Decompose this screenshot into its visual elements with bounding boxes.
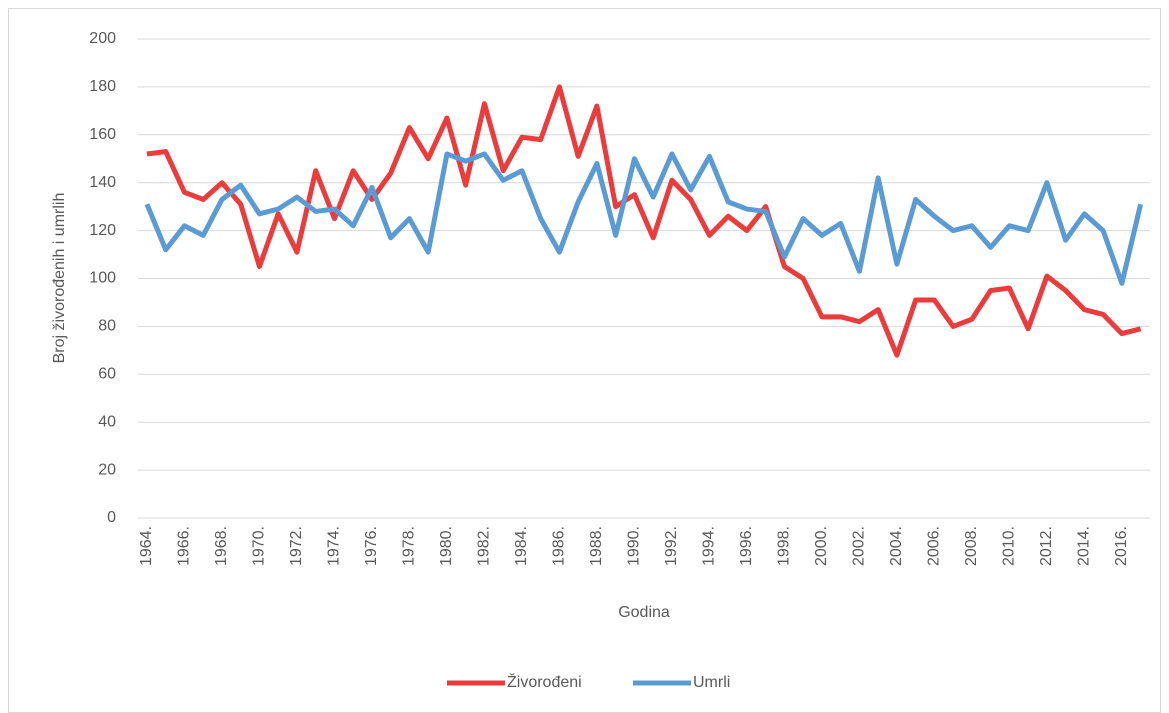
x-tick-label: 2004. — [888, 526, 905, 566]
x-tick-label: 1970. — [251, 526, 268, 566]
x-tick-label: 1996. — [738, 526, 755, 566]
y-tick-label: 80 — [98, 318, 116, 335]
y-tick-label: 20 — [98, 461, 116, 478]
x-tick-label: 1978. — [401, 526, 418, 566]
y-tick-label: 60 — [98, 366, 116, 383]
legend-label: Živorođeni — [507, 672, 582, 691]
y-tick-label: 200 — [89, 30, 116, 47]
series-line — [144, 151, 1144, 286]
x-tick-label: 1964. — [138, 526, 155, 566]
x-tick-label: 1998. — [776, 526, 793, 566]
x-tick-label: 1968. — [213, 526, 230, 566]
x-tick-label: 2012. — [1038, 526, 1055, 566]
x-tick-label: 2016. — [1113, 526, 1130, 566]
x-tick-label: 1972. — [288, 526, 305, 566]
series-line — [146, 84, 1142, 358]
x-tick-label: 1990. — [626, 526, 643, 566]
y-tick-label: 120 — [89, 222, 116, 239]
x-tick-label: 1984. — [513, 526, 530, 566]
x-tick-label: 2006. — [926, 526, 943, 566]
x-tick-label: 2010. — [1001, 526, 1018, 566]
x-tick-label: 1982. — [476, 526, 493, 566]
x-tick-label: 2014. — [1076, 526, 1093, 566]
x-tick-label: 1988. — [588, 526, 605, 566]
legend-label: Umrli — [693, 674, 730, 691]
chart-border — [8, 8, 1161, 713]
x-tick-label: 1986. — [551, 526, 568, 566]
x-tick-label: 2008. — [963, 526, 980, 566]
y-tick-label: 180 — [89, 78, 116, 95]
x-tick-label: 1974. — [326, 526, 343, 566]
x-tick-label: 1994. — [701, 526, 718, 566]
y-tick-label: 100 — [89, 270, 116, 287]
x-tick-label: 1980. — [438, 526, 455, 566]
x-tick-label: 1966. — [176, 526, 193, 566]
x-tick-label: 2002. — [851, 526, 868, 566]
x-tick-label: 1992. — [663, 526, 680, 566]
x-tick-label: 1976. — [363, 526, 380, 566]
y-tick-label: 140 — [89, 174, 116, 191]
y-tick-label: 0 — [107, 509, 116, 526]
y-tick-label: 40 — [98, 413, 116, 430]
y-axis-title: Broj živorođenih i umrlih — [51, 193, 68, 364]
y-tick-label: 160 — [89, 126, 116, 143]
x-axis-title: Godina — [618, 604, 670, 621]
x-tick-label: 2000. — [813, 526, 830, 566]
